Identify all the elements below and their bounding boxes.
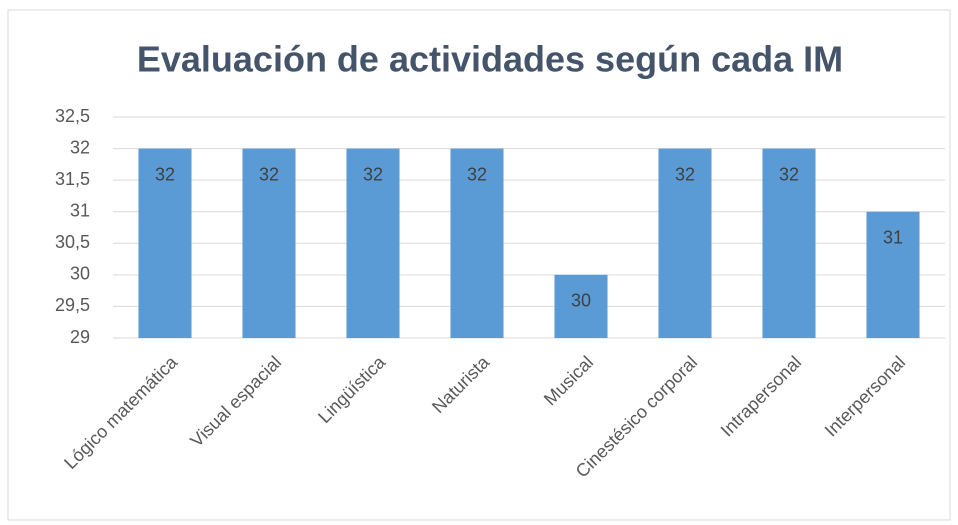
bar (866, 211, 920, 338)
bar (762, 148, 816, 338)
bar (138, 148, 192, 338)
y-tick-label: 32,5 (55, 106, 90, 126)
bar (242, 148, 296, 338)
data-label: 30 (571, 291, 591, 311)
data-label: 32 (675, 164, 695, 184)
y-tick-label: 29 (70, 327, 90, 347)
y-tick-label: 32 (70, 137, 90, 157)
bar (450, 148, 504, 338)
bar (658, 148, 712, 338)
data-label: 32 (155, 164, 175, 184)
data-label: 32 (779, 164, 799, 184)
data-label: 32 (467, 164, 487, 184)
bar (554, 274, 608, 338)
data-label: 31 (883, 227, 903, 247)
y-tick-label: 30,5 (55, 232, 90, 252)
data-label: 32 (259, 164, 279, 184)
y-tick-label: 31 (70, 200, 90, 220)
y-tick-label: 30 (70, 264, 90, 284)
data-label: 32 (363, 164, 383, 184)
y-tick-label: 31,5 (55, 169, 90, 189)
y-tick-label: 29,5 (55, 295, 90, 315)
chart-title: Evaluación de actividades según cada IM (137, 39, 843, 80)
bar (346, 148, 400, 338)
